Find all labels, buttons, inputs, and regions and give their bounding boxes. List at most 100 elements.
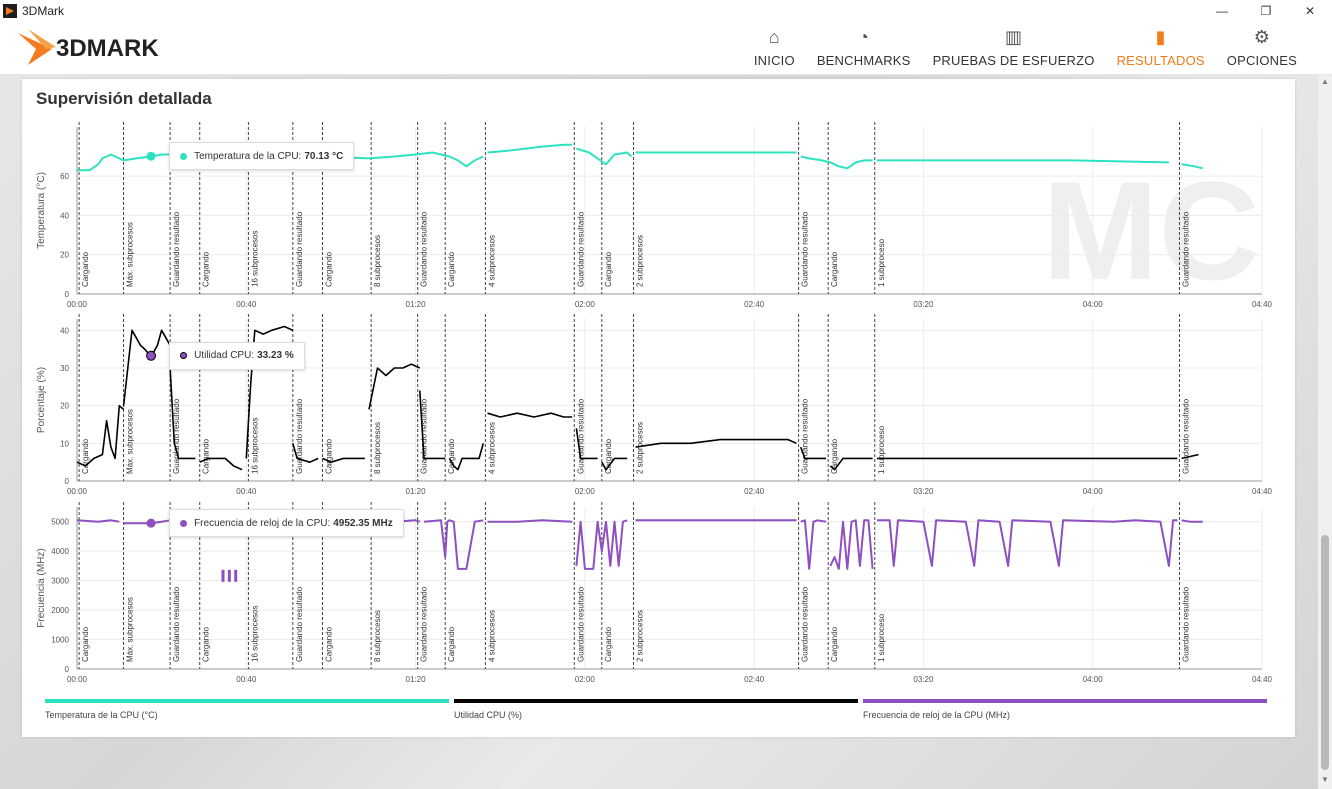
tooltip-dot-icon: [180, 519, 188, 527]
event-marker-label: Cargando: [447, 626, 456, 662]
event-marker-label: Cargando: [447, 438, 456, 474]
y-tick-label: 20: [60, 251, 69, 260]
nav-item-pruebas[interactable]: ▥ PRUEBAS DE ESFUERZO: [922, 22, 1106, 75]
minimize-button[interactable]: —: [1216, 4, 1228, 18]
main-nav: ⌂ INICIO ◔ BENCHMARKS ▥ PRUEBAS DE ESFUERZO ▮ R…: [743, 22, 1308, 75]
series-line-temp: [487, 143, 573, 154]
scroll-down-arrow-icon[interactable]: ▼: [1321, 775, 1329, 784]
legend-item-util[interactable]: Utilidad CPU (%): [454, 699, 858, 720]
monitoring-charts: MC 0 20 40 60 00:00 00:40 01:20 02:00 02:40 03:20 0…: [36, 122, 1273, 684]
x-tick-label: 00:40: [236, 487, 257, 496]
event-marker-label: 8 subprocesos: [373, 235, 382, 287]
tooltip-freq: Frecuencia de reloj de la CPU: 4952.35 MH…: [169, 509, 404, 538]
3dmark-logo[interactable]: 3DMARK: [16, 25, 206, 69]
event-marker-label: 2 subprocesos: [636, 422, 645, 474]
series-dip-mark: [221, 569, 225, 582]
x-tick-label: 00:40: [236, 675, 257, 684]
event-marker-label: Cargando: [447, 251, 456, 287]
hover-point[interactable]: [146, 350, 157, 361]
event-marker-label: Cargando: [202, 438, 211, 474]
x-tick-label: 00:00: [67, 487, 88, 496]
nav-item-benchmarks[interactable]: ◔ BENCHMARKS: [806, 22, 922, 75]
event-marker-label: 2 subprocesos: [636, 235, 645, 287]
event-marker-label: 16 subprocesos: [250, 606, 259, 662]
series-line-util: [76, 404, 125, 467]
legend-label: Temperatura de la CPU (°C): [45, 710, 158, 720]
event-marker-label: Cargando: [830, 438, 839, 474]
nav-item-resultados[interactable]: ▮ RESULTADOS: [1106, 22, 1216, 75]
event-marker-label: 1 subproceso: [877, 238, 886, 287]
restore-button[interactable]: ❐: [1260, 4, 1272, 18]
gear-icon: ⚙: [1253, 26, 1271, 47]
x-tick-label: 03:20: [913, 487, 934, 496]
series-line-freq: [1181, 519, 1203, 523]
event-marker-label: Guardando resultado: [1181, 398, 1190, 474]
y-tick-label: 3000: [51, 577, 69, 586]
event-marker-label: 16 subprocesos: [250, 418, 259, 474]
event-marker-label: Guardando resultado: [295, 398, 304, 474]
nav-item-label: OPCIONES: [1226, 53, 1297, 68]
x-tick-label: 03:20: [913, 300, 934, 309]
event-marker-label: 8 subprocesos: [373, 610, 382, 662]
series-line-freq: [76, 519, 120, 523]
event-marker-label: Guardando resultado: [172, 586, 181, 662]
event-marker-label: Guardando resultado: [420, 398, 429, 474]
event-marker-label: 4 subprocesos: [487, 235, 496, 287]
tooltip-dot-icon: [180, 152, 188, 160]
scrollbar-thumb[interactable]: [1321, 535, 1329, 770]
event-marker-label: Máx. subprocesos: [126, 409, 135, 474]
event-marker-label: Cargando: [604, 626, 613, 662]
results-icon: ▮: [1155, 26, 1166, 47]
tooltip-value: 70.13 °C: [304, 150, 344, 162]
series-line-temp: [800, 155, 873, 170]
scroll-up-arrow-icon[interactable]: ▲: [1321, 77, 1329, 86]
y-tick-label: 0: [65, 665, 70, 674]
event-marker-label: 1 subproceso: [877, 613, 886, 662]
event-marker-label: Guardando resultado: [576, 586, 585, 662]
legend-color-bar: [454, 699, 858, 703]
y-axis-label: Temperatura (°C): [36, 172, 47, 249]
hover-point[interactable]: [146, 518, 156, 528]
series-line-util: [1181, 453, 1199, 460]
event-marker-label: Máx. subprocesos: [126, 597, 135, 662]
event-marker-label: Cargando: [830, 626, 839, 662]
app-logo-icon: [3, 4, 17, 18]
event-marker-label: Guardando resultado: [420, 211, 429, 287]
nav-item-opciones[interactable]: ⚙ OPCIONES: [1216, 22, 1308, 75]
series-line-util: [199, 457, 243, 471]
legend-item-freq[interactable]: Frecuencia de reloj de la CPU (MHz): [863, 699, 1267, 720]
hover-point[interactable]: [146, 151, 156, 161]
x-tick-label: 00:40: [236, 300, 257, 309]
nav-item-inicio[interactable]: ⌂ INICIO: [743, 22, 806, 75]
legend-label: Frecuencia de reloj de la CPU (MHz): [863, 710, 1011, 720]
panel-title: Supervisión detallada: [36, 89, 212, 108]
event-marker-label: 4 subprocesos: [487, 422, 496, 474]
y-tick-label: 20: [60, 402, 69, 411]
event-marker-label: Cargando: [202, 251, 211, 287]
x-tick-label: 04:00: [1083, 300, 1104, 309]
series-line-temp: [1181, 163, 1204, 170]
series-line-util: [169, 367, 196, 460]
close-button[interactable]: ✕: [1304, 4, 1316, 18]
event-marker-label: Cargando: [324, 626, 333, 662]
series-line-util: [368, 363, 421, 410]
event-marker-label: Cargando: [202, 626, 211, 662]
event-marker-label: 16 subprocesos: [250, 231, 259, 287]
series-line-util: [635, 438, 797, 448]
x-tick-label: 02:40: [744, 300, 765, 309]
event-marker-label: Cargando: [604, 438, 613, 474]
x-tick-label: 02:00: [575, 300, 596, 309]
home-icon: ⌂: [768, 26, 780, 47]
event-marker-label: 4 subprocesos: [487, 610, 496, 662]
legend-color-bar: [863, 699, 1267, 703]
x-tick-label: 01:20: [406, 675, 427, 684]
legend-item-temp[interactable]: Temperatura de la CPU (°C): [45, 699, 449, 720]
nav-item-label: INICIO: [753, 53, 795, 68]
tooltip-label: Temperatura de la CPU:: [194, 150, 302, 162]
series-line-freq: [876, 519, 1178, 567]
window-titlebar: 3DMark — ❐ ✕: [0, 0, 1332, 22]
event-marker-label: Guardando resultado: [576, 211, 585, 287]
event-marker-label: 1 subproceso: [877, 425, 886, 474]
event-marker-label: Cargando: [324, 251, 333, 287]
event-marker-label: Guardando resultado: [801, 398, 810, 474]
